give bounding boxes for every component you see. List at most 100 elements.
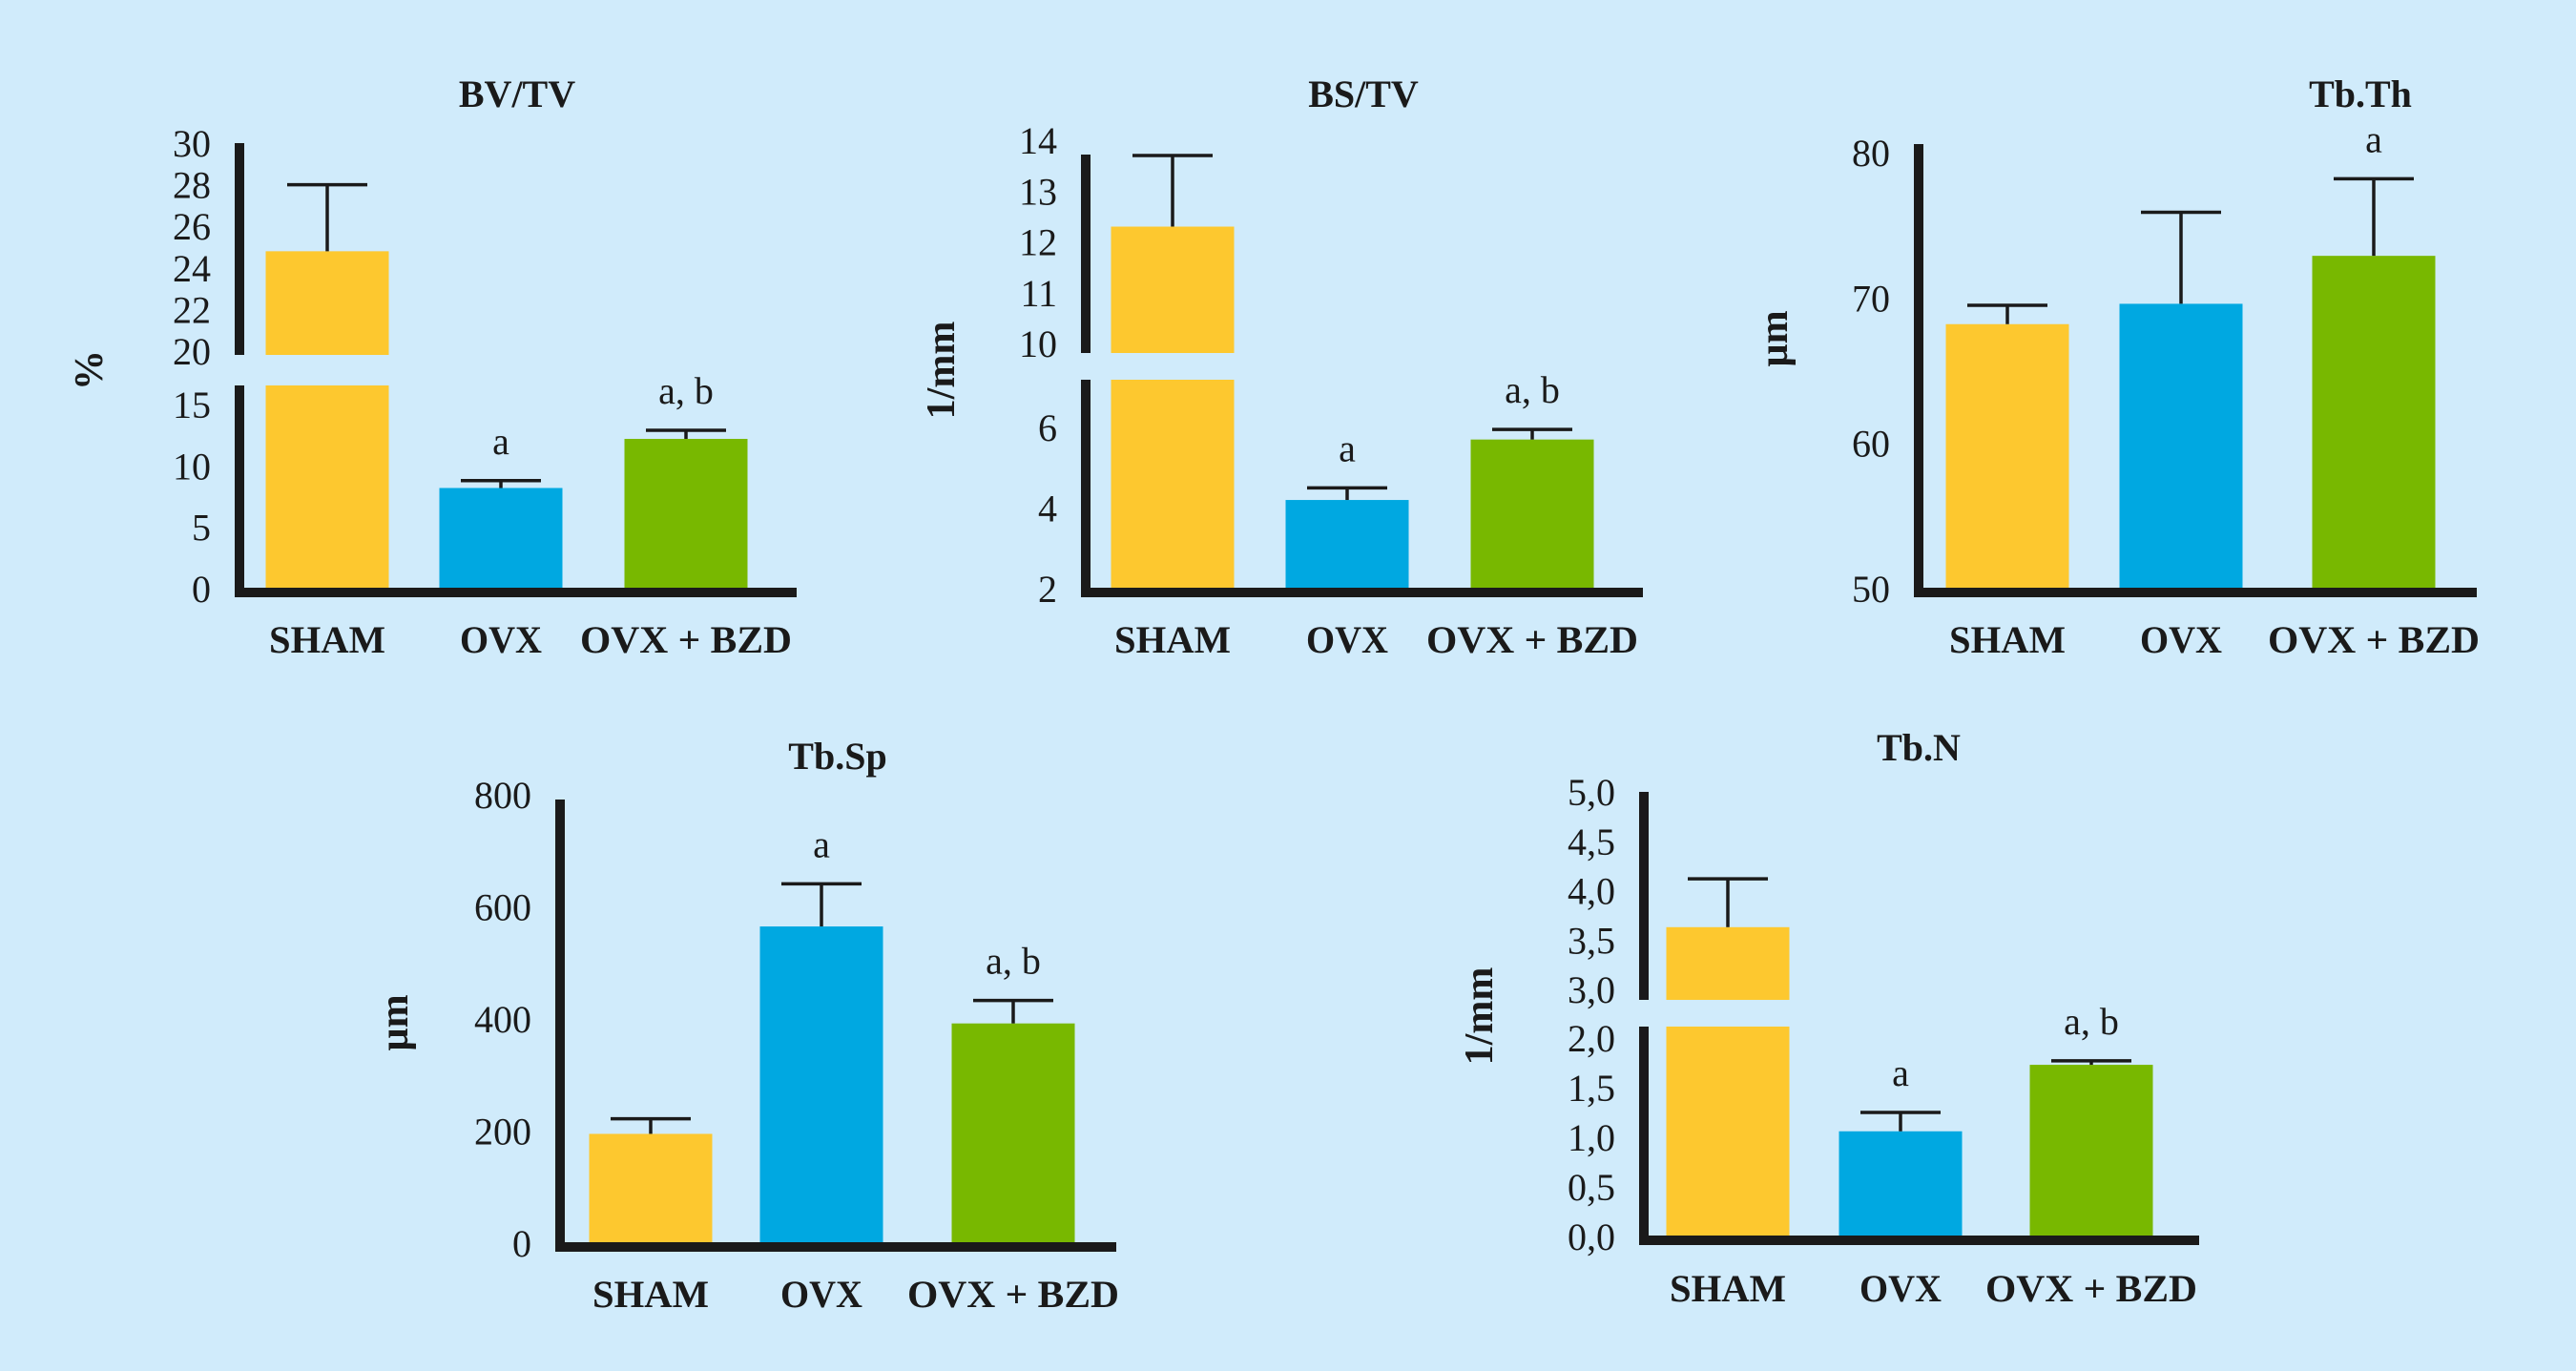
bar-ovx — [1285, 500, 1409, 588]
y-tick-label: 200 — [474, 1111, 531, 1153]
significance-label: a — [813, 822, 830, 865]
x-tick-label: SHAM — [269, 618, 385, 661]
panel-tb-sp: 0 200 400 600 800 Tb.Sp µm SHAM a OVX a, b OVX + BZ… — [373, 735, 1119, 1316]
bar-sham-upper — [265, 251, 389, 355]
x-tick-label: OVX — [780, 1273, 862, 1316]
y-tick-label: 24 — [173, 247, 211, 290]
y-axis-label: µm — [1753, 310, 1797, 366]
y-tick-label: 60 — [1852, 423, 1890, 466]
y-tick-label: 400 — [474, 998, 531, 1041]
y-tick-label: 28 — [173, 164, 211, 207]
y-tick-label: 10 — [1019, 322, 1057, 365]
x-tick-label: OVX + BZD — [1426, 618, 1638, 661]
y-tick-label: 0,5 — [1568, 1166, 1615, 1209]
bar-ovx-bzd — [1470, 439, 1594, 588]
bar-sham-lower — [1666, 1027, 1790, 1236]
significance-label: a, b — [1505, 368, 1560, 411]
bar-ovx — [1839, 1131, 1963, 1236]
y-axis-label: µm — [373, 994, 417, 1050]
chart-title: BS/TV — [1308, 73, 1419, 115]
y-tick-label: 4,0 — [1568, 870, 1615, 913]
bar-sham — [1945, 323, 2069, 588]
bar-ovx-bzd — [624, 439, 748, 588]
bar-ovx-bzd — [951, 1023, 1075, 1242]
y-tick-label: 1,5 — [1568, 1067, 1615, 1110]
y-tick-label: 5 — [192, 507, 211, 550]
panel-tb-th: 50 60 70 80 Tb.Th µm SHAM OVX a OVX + BZD — [1753, 73, 2480, 661]
y-tick-label: 14 — [1019, 119, 1057, 162]
y-tick-label: 0,0 — [1568, 1215, 1615, 1258]
y-axis-label: 1/mm — [1458, 967, 1502, 1066]
y-tick-label: 12 — [1019, 221, 1057, 264]
y-tick-label: 600 — [474, 886, 531, 929]
y-tick-label: 80 — [1852, 132, 1890, 175]
bar-ovx-bzd — [2029, 1065, 2153, 1236]
y-tick-label: 5,0 — [1568, 771, 1615, 814]
bar-sham-lower — [1111, 380, 1235, 588]
bar-ovx — [439, 488, 563, 588]
y-axis-label: 1/mm — [920, 322, 964, 420]
x-tick-label: OVX + BZD — [2268, 618, 2480, 661]
chart-title: Tb.Th — [2309, 73, 2412, 115]
axes-lower-segment — [1639, 1027, 2199, 1245]
y-tick-label: 26 — [173, 205, 211, 248]
x-tick-label: OVX — [460, 618, 542, 661]
y-tick-label: 1,0 — [1568, 1116, 1615, 1159]
axes — [555, 800, 1116, 1252]
significance-label: a — [1892, 1051, 1909, 1094]
y-tick-label: 22 — [173, 288, 211, 331]
significance-label: a, b — [658, 369, 714, 412]
y-tick-label: 4 — [1038, 488, 1057, 530]
y-tick-label: 0 — [512, 1222, 531, 1265]
x-tick-label: SHAM — [1114, 618, 1231, 661]
y-axis-label: % — [68, 350, 112, 390]
chart-title: Tb.N — [1877, 726, 1961, 769]
bar-ovx-bzd — [2312, 256, 2436, 588]
chart-title: Tb.Sp — [788, 735, 886, 778]
y-tick-label: 3,0 — [1568, 968, 1615, 1011]
panel-bs-tv: 2 4 6 10 11 12 13 14 BS/TV 1/mm SHAM a OVX a, b OVX + … — [920, 73, 1643, 661]
y-tick-label: 10 — [173, 445, 211, 488]
bar-sham-upper — [1666, 926, 1790, 1000]
x-tick-label: OVX — [1859, 1267, 1942, 1310]
x-tick-label: OVX + BZD — [1985, 1267, 2197, 1310]
y-tick-label: 800 — [474, 774, 531, 817]
x-tick-label: OVX + BZD — [580, 618, 792, 661]
y-tick-label: 70 — [1852, 277, 1890, 320]
chart-title: BV/TV — [459, 73, 575, 115]
y-tick-label: 3,5 — [1568, 919, 1615, 962]
y-tick-label: 15 — [173, 384, 211, 426]
bar-ovx — [759, 926, 883, 1242]
y-tick-label: 2 — [1038, 568, 1057, 611]
bar-ovx — [2119, 303, 2243, 588]
axes-lower-segment — [1081, 380, 1643, 597]
bar-sham-lower — [265, 385, 389, 588]
significance-label: a — [492, 420, 509, 463]
x-tick-label: SHAM — [1949, 618, 2066, 661]
y-tick-label: 6 — [1038, 406, 1057, 449]
y-tick-label: 2,0 — [1568, 1017, 1615, 1060]
x-tick-label: SHAM — [1670, 1267, 1786, 1310]
significance-label: a, b — [986, 940, 1041, 983]
x-tick-label: OVX — [1306, 618, 1388, 661]
y-tick-label: 11 — [1020, 272, 1057, 315]
y-tick-label: 30 — [173, 122, 211, 165]
panel-tb-n: 0,0 0,5 1,0 1,5 2,0 3,0 3,5 4,0 4,5 5,0 Tb.N 1/mm SH… — [1458, 726, 2199, 1310]
y-tick-label: 4,5 — [1568, 821, 1615, 863]
axes-lower-segment — [235, 385, 797, 597]
bar-sham-upper — [1111, 226, 1235, 353]
axes — [1914, 144, 2477, 597]
significance-label: a — [2365, 117, 2382, 160]
bar-sham — [589, 1133, 713, 1242]
significance-label: a, b — [2064, 1000, 2119, 1043]
y-tick-label: 0 — [192, 568, 211, 611]
x-tick-label: OVX — [2140, 618, 2222, 661]
y-tick-label: 50 — [1852, 568, 1890, 611]
significance-label: a — [1339, 426, 1356, 469]
y-tick-label: 13 — [1019, 170, 1057, 213]
x-tick-label: SHAM — [592, 1273, 709, 1316]
y-tick-label: 20 — [173, 330, 211, 373]
